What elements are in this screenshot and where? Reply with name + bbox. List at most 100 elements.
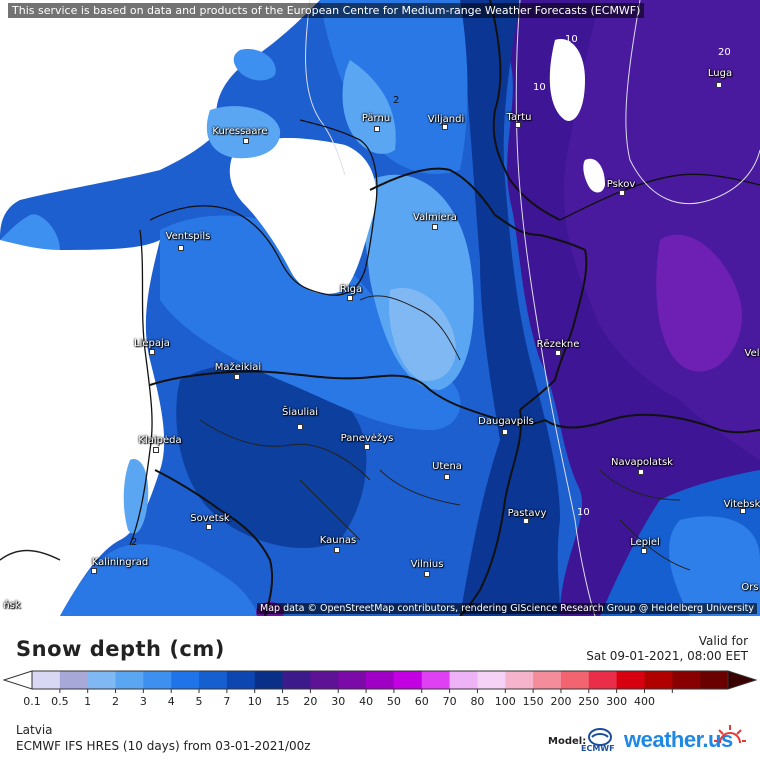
border-ee-lv <box>369 167 588 411</box>
city-label-pastavy: Pastavy <box>507 508 547 519</box>
scale-swatch <box>171 671 200 689</box>
snow-depth-map[interactable]: 2 10 10 10 20 2 This service is based on… <box>0 0 760 616</box>
scale-tick-label: 5 <box>196 695 203 708</box>
city-marker-panevezys <box>364 444 370 450</box>
region-name: Latvia <box>16 723 53 737</box>
city-marker-kuressaare <box>243 138 249 144</box>
snow-field-blue-ee <box>320 0 468 174</box>
city-marker-vitebsk <box>740 508 746 514</box>
city-marker-tartu <box>515 122 521 128</box>
snow-field-purple-max <box>656 234 742 372</box>
city-label-riga: Riga <box>339 284 363 295</box>
snow-field-blue-se2 <box>669 516 760 616</box>
hiiumaa-island <box>233 49 276 81</box>
contour-line-2 <box>305 0 346 176</box>
contour-label: 10 <box>565 34 578 45</box>
scale-tick-label: 0.5 <box>51 695 69 708</box>
scale-swatch <box>226 671 256 689</box>
city-marker-riga <box>347 295 353 301</box>
city-marker-daugavpils <box>502 429 508 435</box>
scale-tick-label: 400 <box>634 695 655 708</box>
contour-label: 10 <box>577 507 590 518</box>
scale-swatch <box>282 671 311 689</box>
city-marker-vilnius <box>424 571 430 577</box>
city-label-daugavpils: Daugavpils <box>478 416 534 427</box>
scale-tick-label: 100 <box>495 695 516 708</box>
scale-tick-label: 200 <box>550 695 571 708</box>
city-label-vel: Vel <box>744 348 760 359</box>
city-marker-lepiel <box>641 548 647 554</box>
model-label: Model: <box>548 736 587 747</box>
scale-swatch <box>700 671 729 689</box>
coastline-gulf <box>149 119 378 296</box>
city-marker-luga <box>716 82 722 88</box>
city-marker-kaliningrad <box>91 568 97 574</box>
city-label-luga: Luga <box>707 68 733 79</box>
saaremaa-island <box>206 106 281 159</box>
scale-swatch <box>254 671 284 689</box>
legend-title: Snow depth (cm) <box>16 637 225 661</box>
lake-pskov <box>583 158 605 193</box>
city-marker-navapolatsk <box>638 469 644 475</box>
scale-tick-label: 2 <box>112 695 119 708</box>
scale-tick-label: 50 <box>387 695 401 708</box>
city-marker-ventspils <box>178 245 184 251</box>
city-label-rezekne: Rēzekne <box>536 339 580 350</box>
city-marker-rezekne <box>555 350 561 356</box>
city-label-klaipeda: Klaipėda <box>138 435 182 446</box>
scale-swatch <box>143 671 172 689</box>
osm-attribution[interactable]: Map data © OpenStreetMap contributors, r… <box>257 603 757 614</box>
city-marker-parnu <box>374 126 380 132</box>
scale-swatch <box>616 671 645 689</box>
scale-tick-label: 3 <box>140 695 147 708</box>
ecmwf-logo-icon <box>588 728 612 746</box>
ecmwf-attribution: This service is based on data and produc… <box>8 3 645 18</box>
contour-label: 20 <box>718 47 731 58</box>
city-marker-pskov <box>619 190 625 196</box>
contour-labels: 2 10 10 10 20 2 <box>131 34 731 548</box>
snow-field-lightest-lv <box>389 288 456 381</box>
scale-swatch <box>588 671 618 689</box>
border-lv-by <box>544 413 760 434</box>
city-marker-pastavy <box>523 518 529 524</box>
map-canvas[interactable]: 2 10 10 10 20 2 <box>0 0 760 616</box>
snow-field-kaliningrad <box>60 544 260 616</box>
border-ee-ru <box>489 0 561 221</box>
scale-swatch <box>338 671 367 689</box>
weather-us-logo[interactable]: weather.us <box>624 727 733 752</box>
scale-tick-label: 300 <box>606 695 627 708</box>
snow-field-light-ee <box>342 60 396 154</box>
contour-line-20 <box>625 0 760 205</box>
scale-swatch <box>672 671 701 689</box>
scale-swatch <box>644 671 673 689</box>
city-label-liepaja: Liepaja <box>134 338 170 349</box>
sun-icon <box>714 725 746 744</box>
snow-field-navy-lt <box>176 365 367 549</box>
city-label-siauliai: Šiauliai <box>281 407 319 418</box>
scale-tick-label: 15 <box>276 695 290 708</box>
scale-swatch <box>366 671 395 689</box>
scale-swatch <box>199 671 228 689</box>
border-lv-lt <box>149 370 546 425</box>
regional-boundaries <box>199 295 691 571</box>
city-label-vitebsk: Vitebsk <box>723 499 760 510</box>
scale-tick-label: 150 <box>523 695 544 708</box>
scale-tick-label: 80 <box>470 695 484 708</box>
city-label-valmiera: Valmiera <box>413 212 457 223</box>
scale-swatch <box>477 671 506 689</box>
border-ru-internal <box>559 173 760 221</box>
coastline-south <box>0 549 61 561</box>
model-run-info: ECMWF IFS HRES (10 days) from 03-01-2021… <box>16 739 311 753</box>
lake-peipus <box>549 39 585 121</box>
scale-swatch <box>421 671 451 689</box>
city-label-kaunas: Kaunas <box>319 535 357 546</box>
scale-tick-label: 4 <box>168 695 175 708</box>
city-label-ors: Ors <box>741 582 759 593</box>
city-label-utena: Utena <box>432 461 462 472</box>
scale-swatch <box>533 671 562 689</box>
city-label-tartu: Tartu <box>506 112 532 123</box>
scale-swatch <box>393 671 423 689</box>
scale-swatch <box>449 671 478 689</box>
contour-label: 10 <box>533 82 546 93</box>
city-label-parnu: Pärnu <box>361 113 391 124</box>
